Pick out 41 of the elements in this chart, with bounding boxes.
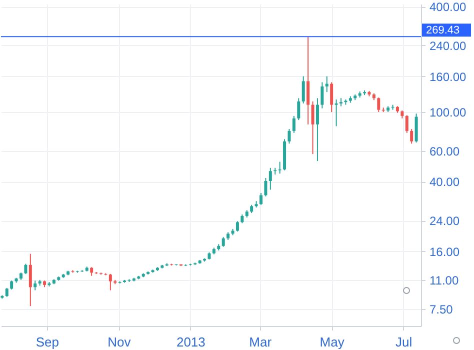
candlestick [268, 167, 272, 190]
candlestick [316, 98, 319, 162]
candlestick [278, 161, 282, 174]
x-tick-label: 2013 [176, 334, 206, 350]
candlestick [236, 220, 239, 232]
candlestick [311, 100, 314, 154]
candlestick [292, 115, 296, 134]
y-tick-label: 400.00 [430, 0, 467, 14]
candlestick [34, 280, 37, 291]
x-tick-label: Mar [249, 334, 272, 350]
x-tick-label: Jul [396, 334, 412, 350]
y-tick-label: 40.00 [430, 175, 460, 190]
candlestick [222, 236, 225, 248]
y-tick-label: 100.00 [430, 106, 467, 120]
candlestick [28, 253, 32, 307]
candlestick [24, 263, 28, 274]
x-tick-label: Sep [36, 334, 59, 350]
candlestick [325, 76, 328, 93]
candlestick [108, 273, 112, 291]
candlestick [264, 178, 268, 197]
y-tick-label: 24.00 [430, 214, 460, 228]
y-tick-label: 240.00 [430, 38, 467, 53]
y-tick-label: 16.00 [430, 244, 460, 259]
y-tick-label: 60.00 [430, 144, 460, 158]
candlestick [306, 36, 310, 125]
candlestick [260, 192, 262, 206]
y-tick-label: 160.00 [430, 70, 467, 84]
candlestick [297, 98, 300, 121]
candlestick [330, 82, 334, 113]
x-tick-label: Nov [108, 334, 132, 350]
candlestick [334, 98, 338, 127]
candlestick [320, 82, 324, 109]
candlestick [302, 76, 305, 104]
candlestick [405, 114, 408, 134]
y-tick-label: 7.50 [430, 302, 454, 317]
y-tick-label: 11.00 [430, 273, 459, 288]
candlestick [410, 128, 414, 144]
candlestick [377, 97, 380, 113]
candlestick [288, 128, 291, 144]
ref-line-label: 269.43 [426, 24, 460, 37]
x-tick-label: May [320, 334, 345, 350]
